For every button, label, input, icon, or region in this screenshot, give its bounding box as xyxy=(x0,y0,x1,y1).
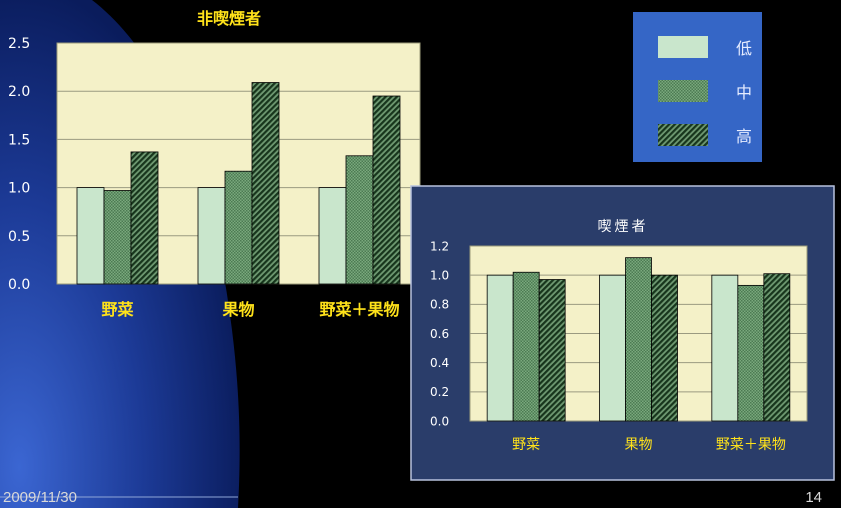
bar-mid xyxy=(737,284,765,422)
chart-title: 喫煙者 xyxy=(598,219,649,235)
bar-low xyxy=(318,187,347,285)
chart-non-smokers: 非喫煙者 0.0 0.5 1.0 1.5 2.0 2.5 野菜 果物 野菜＋果物 xyxy=(8,9,421,319)
y-tick-label: 0.0 xyxy=(8,277,30,293)
legend-swatch-high xyxy=(658,124,708,146)
category-label: 果物 xyxy=(221,300,254,319)
category-label: 果物 xyxy=(625,437,653,453)
bar-low xyxy=(197,187,226,285)
y-tick-label: 0.6 xyxy=(430,327,449,341)
legend-swatch-low xyxy=(658,36,708,58)
bar-mid xyxy=(625,257,652,422)
slide-page-number: 14 xyxy=(805,489,822,506)
y-tick-label: 1.5 xyxy=(8,132,30,148)
legend-label-low: 低 xyxy=(736,39,752,58)
bar-high xyxy=(651,274,678,422)
bar-low xyxy=(711,274,739,422)
bar-high xyxy=(372,95,401,285)
y-tick-label: 0.8 xyxy=(430,298,449,312)
category-label: 野菜 xyxy=(512,437,540,453)
y-tick-label: 0.0 xyxy=(430,414,449,428)
y-tick-label: 0.5 xyxy=(8,229,30,245)
y-tick-label: 0.2 xyxy=(430,385,449,399)
category-label: 野菜 xyxy=(101,300,133,319)
bar-low xyxy=(599,274,626,422)
y-tick-label: 0.4 xyxy=(430,356,449,370)
bar-mid xyxy=(512,271,540,422)
bar-high xyxy=(130,151,159,285)
legend-swatch-mid xyxy=(658,80,708,102)
legend: 低 中 高 xyxy=(633,12,762,162)
slide-date: 2009/11/30 xyxy=(3,489,77,506)
bar-mid xyxy=(345,155,374,285)
bar-mid xyxy=(103,190,132,285)
y-tick-label: 1.0 xyxy=(8,181,30,197)
legend-label-mid: 中 xyxy=(736,83,752,102)
bar-high xyxy=(251,82,280,285)
bar-high xyxy=(538,279,566,422)
y-tick-label: 2.5 xyxy=(8,36,30,52)
chart-smokers: 喫煙者 0.0 0.2 0.4 0.6 0.8 1.0 1.2 野菜 果物 野菜＋果物 xyxy=(410,185,835,481)
y-tick-label: 2.0 xyxy=(8,84,30,100)
y-tick-label: 1.2 xyxy=(430,239,449,253)
legend-label-high: 高 xyxy=(736,127,752,146)
bar-low xyxy=(486,274,514,422)
bar-low xyxy=(76,187,105,285)
chart-title: 非喫煙者 xyxy=(197,9,261,28)
category-label: 野菜＋果物 xyxy=(319,300,399,319)
y-tick-label: 1.0 xyxy=(430,268,449,282)
bar-mid xyxy=(224,170,253,285)
category-label: 野菜＋果物 xyxy=(716,437,786,453)
bar-high xyxy=(763,273,791,422)
